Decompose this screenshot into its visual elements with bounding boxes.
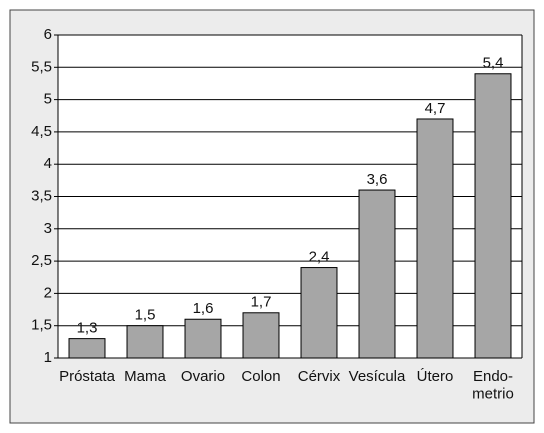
y-tick-label: 1	[44, 349, 52, 366]
y-tick-label: 2,5	[31, 252, 52, 269]
y-tick-label: 6	[44, 26, 52, 43]
value-label: 4,7	[425, 100, 446, 117]
x-tick-label: Mama	[124, 368, 166, 385]
y-tick-label: 2	[44, 284, 52, 301]
x-tick-label: Vesícula	[349, 368, 406, 385]
bar	[358, 189, 396, 359]
x-tick-label: Endo-metrio	[472, 368, 514, 402]
bar	[474, 73, 512, 359]
y-tick-label: 3	[44, 220, 52, 237]
bar	[300, 267, 338, 359]
x-tick-label: Colon	[241, 368, 280, 385]
x-tick-label: Cérvix	[298, 368, 341, 385]
value-label: 3,6	[367, 171, 388, 188]
value-label: 1,3	[77, 320, 98, 337]
y-tick-label: 4,5	[31, 123, 52, 140]
bar	[184, 318, 222, 359]
bar	[126, 325, 164, 359]
value-label: 1,6	[193, 300, 214, 317]
value-label: 5,4	[483, 55, 504, 72]
y-tick-label: 3,5	[31, 187, 52, 204]
y-tick-label: 5,5	[31, 58, 52, 75]
value-label: 1,5	[135, 307, 156, 324]
y-tick-label: 1,5	[31, 317, 52, 334]
x-tick-label: Próstata	[59, 368, 116, 385]
bar	[242, 312, 280, 359]
value-label: 1,7	[251, 294, 272, 311]
bar	[68, 338, 106, 359]
value-label: 2,4	[309, 249, 330, 266]
y-tick-label: 5	[44, 91, 52, 108]
x-tick-label: Útero	[417, 368, 454, 385]
bar	[416, 118, 454, 359]
y-tick-label: 4	[44, 155, 52, 172]
x-tick-label: Ovario	[181, 368, 225, 385]
